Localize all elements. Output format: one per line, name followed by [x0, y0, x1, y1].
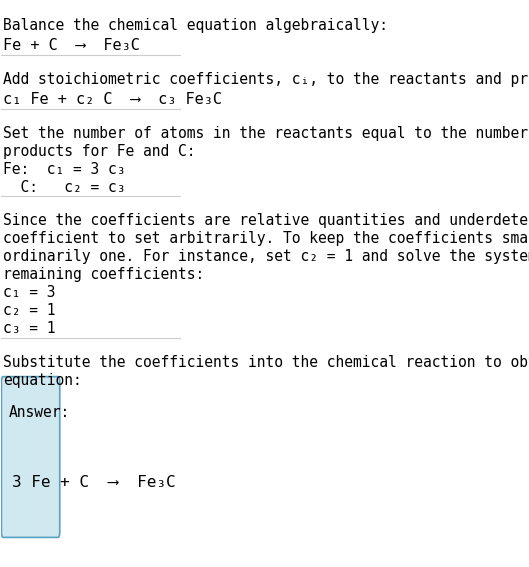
Text: C:   c₂ = c₃: C: c₂ = c₃ [3, 180, 126, 194]
Text: products for Fe and C:: products for Fe and C: [3, 143, 196, 159]
Text: ordinarily one. For instance, set c₂ = 1 and solve the system of equations for t: ordinarily one. For instance, set c₂ = 1… [3, 249, 529, 264]
Text: c₁ Fe + c₂ C  ⟶  c₃ Fe₃C: c₁ Fe + c₂ C ⟶ c₃ Fe₃C [3, 92, 222, 107]
Text: Fe:  c₁ = 3 c₃: Fe: c₁ = 3 c₃ [3, 162, 126, 177]
Text: Since the coefficients are relative quantities and underdetermined, choose a: Since the coefficients are relative quan… [3, 213, 529, 228]
FancyBboxPatch shape [2, 376, 60, 538]
Text: c₃ = 1: c₃ = 1 [3, 321, 56, 336]
Text: c₁ = 3: c₁ = 3 [3, 285, 56, 300]
Text: coefficient to set arbitrarily. To keep the coefficients small, the arbitrary va: coefficient to set arbitrarily. To keep … [3, 231, 529, 246]
Text: Fe + C  ⟶  Fe₃C: Fe + C ⟶ Fe₃C [3, 38, 140, 53]
Text: Set the number of atoms in the reactants equal to the number of atoms in the: Set the number of atoms in the reactants… [3, 125, 529, 141]
Text: Balance the chemical equation algebraically:: Balance the chemical equation algebraica… [3, 18, 388, 33]
Text: Substitute the coefficients into the chemical reaction to obtain the balanced: Substitute the coefficients into the che… [3, 355, 529, 370]
Text: Answer:: Answer: [8, 405, 70, 420]
Text: Add stoichiometric coefficients, cᵢ, to the reactants and products:: Add stoichiometric coefficients, cᵢ, to … [3, 72, 529, 87]
Text: equation:: equation: [3, 373, 82, 388]
Text: remaining coefficients:: remaining coefficients: [3, 267, 204, 282]
Text: 3 Fe + C  ⟶  Fe₃C: 3 Fe + C ⟶ Fe₃C [12, 475, 176, 490]
Text: c₂ = 1: c₂ = 1 [3, 303, 56, 318]
